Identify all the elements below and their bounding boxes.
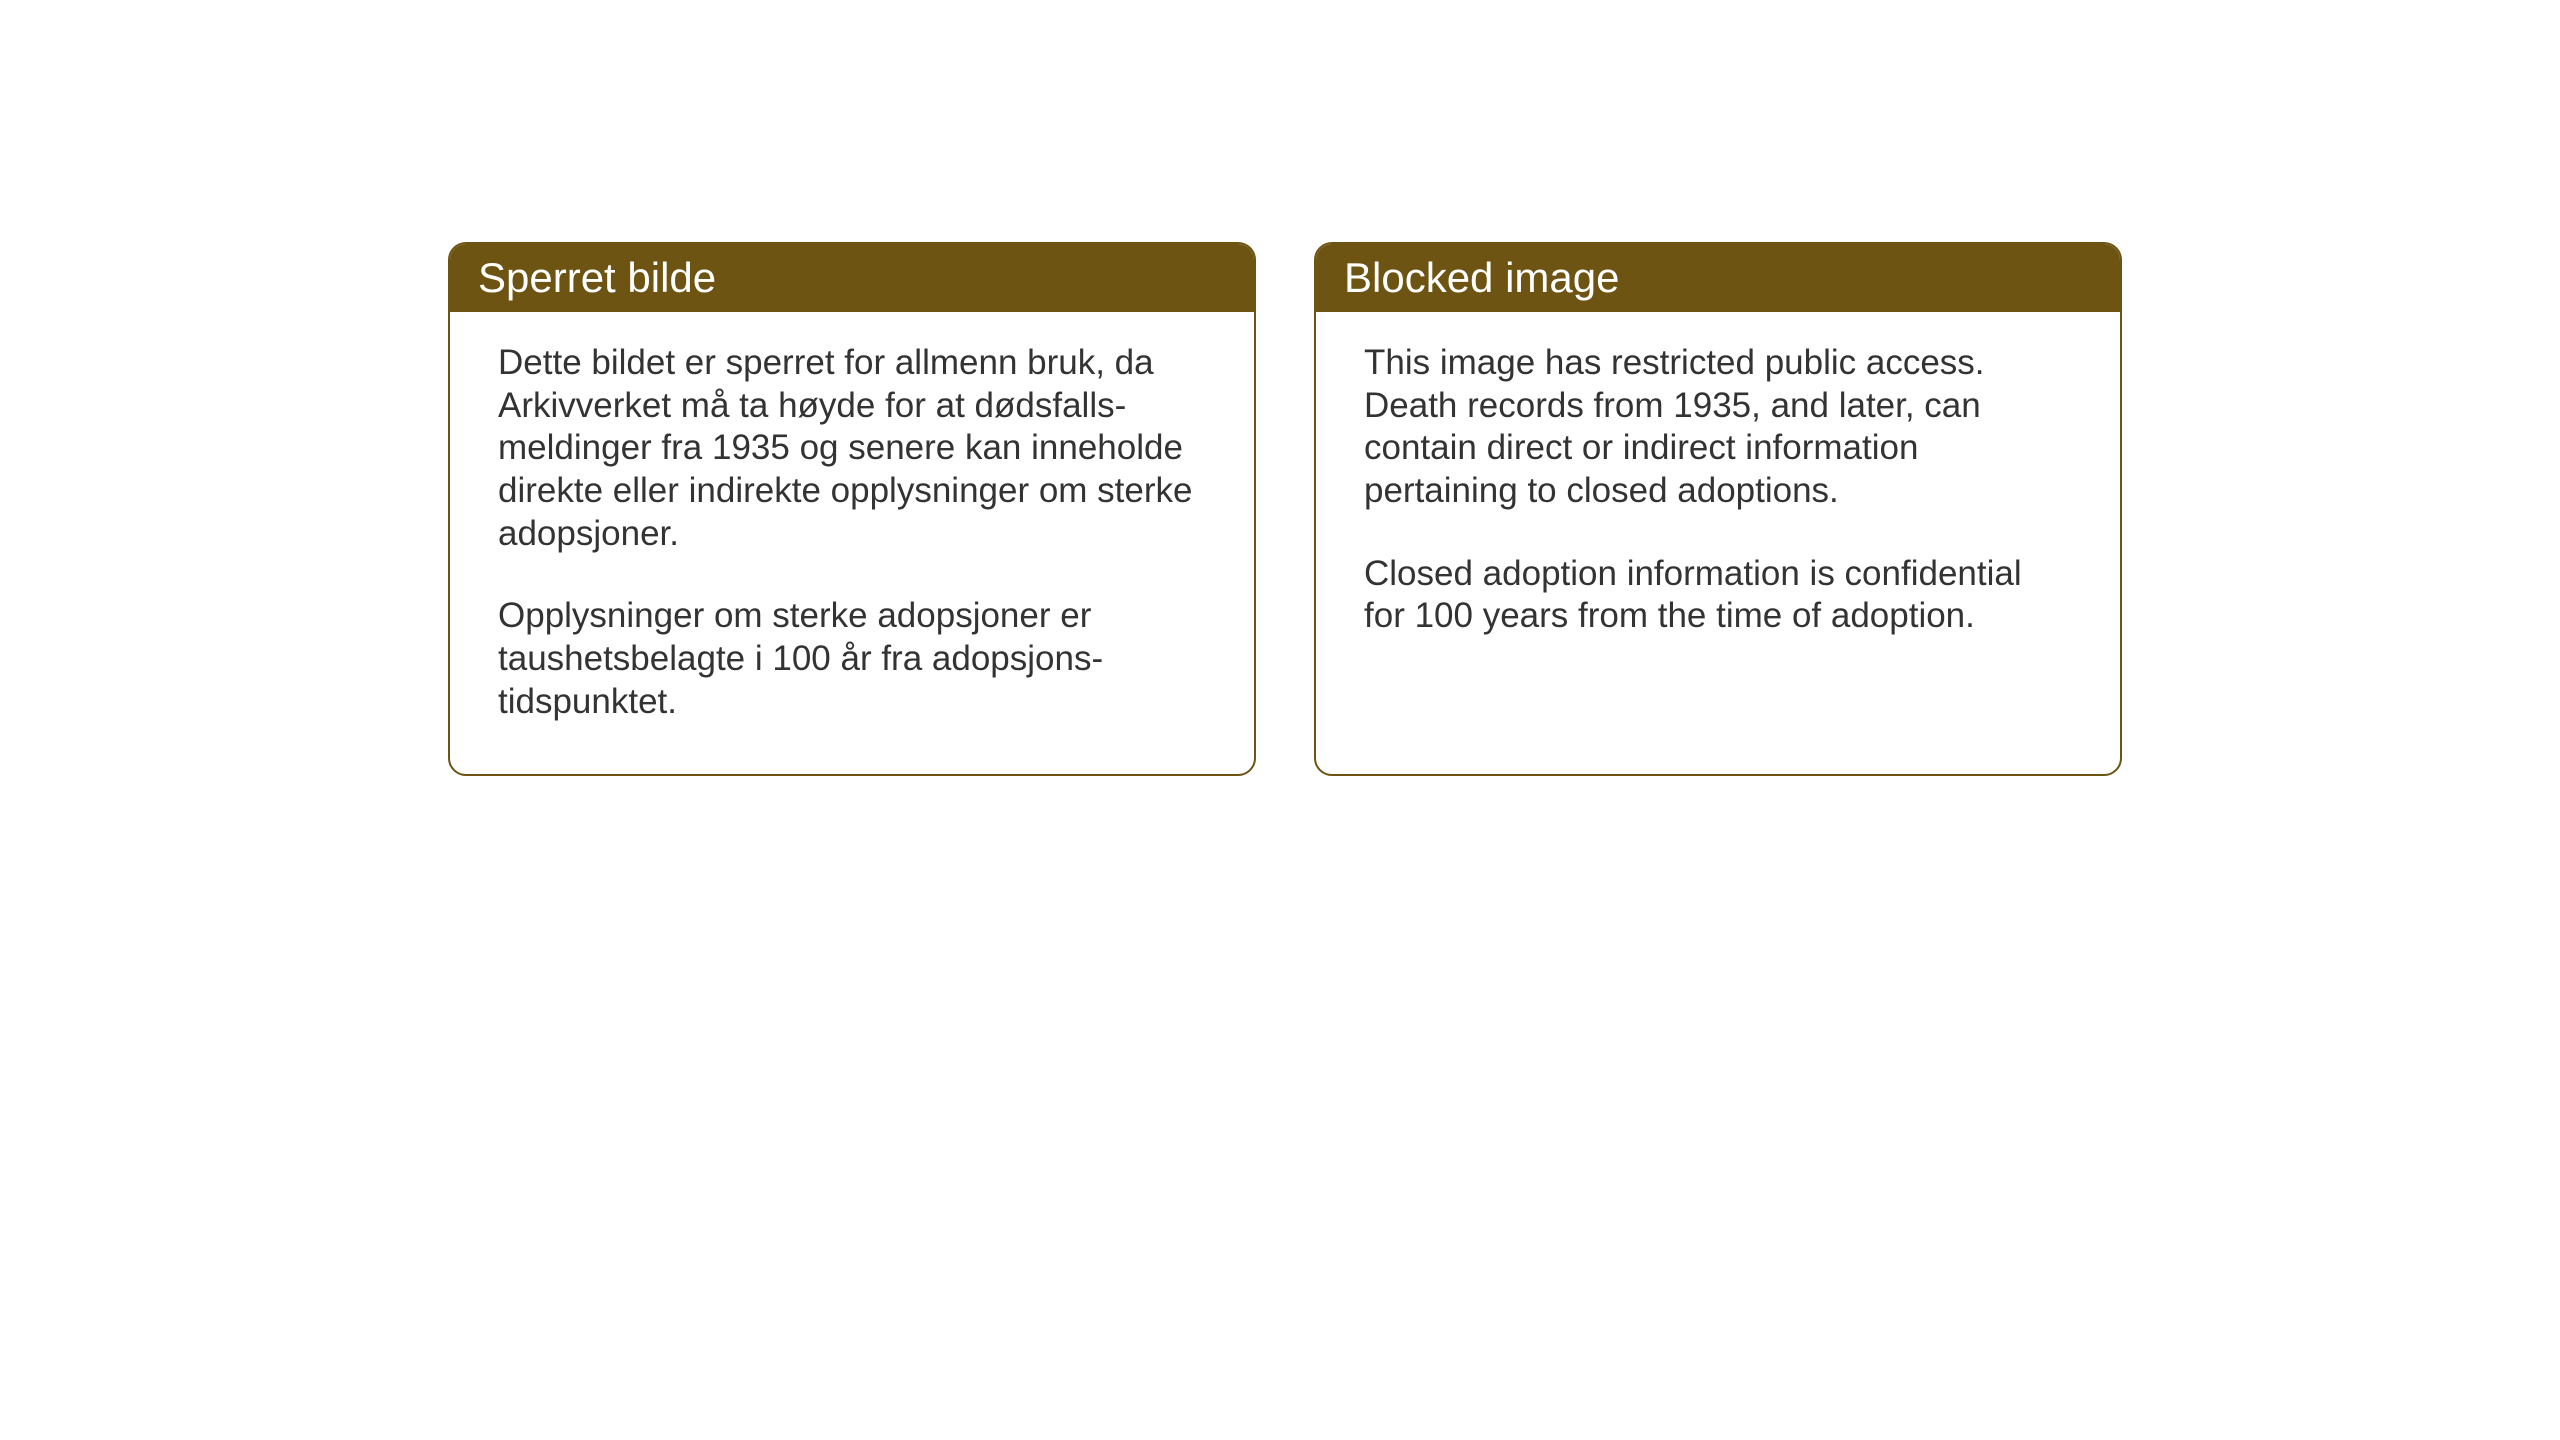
english-card-body: This image has restricted public access.… xyxy=(1316,312,2120,738)
norwegian-paragraph-1: Dette bildet er sperret for allmenn bruk… xyxy=(498,342,1206,555)
norwegian-card-header: Sperret bilde xyxy=(450,244,1254,312)
norwegian-header-text: Sperret bilde xyxy=(478,254,716,301)
english-paragraph-2: Closed adoption information is confident… xyxy=(1364,553,2072,638)
norwegian-paragraph-2: Opplysninger om sterke adopsjoner er tau… xyxy=(498,595,1206,723)
english-notice-card: Blocked image This image has restricted … xyxy=(1314,242,2122,776)
english-card-header: Blocked image xyxy=(1316,244,2120,312)
notice-cards-container: Sperret bilde Dette bildet er sperret fo… xyxy=(448,242,2122,776)
english-paragraph-1: This image has restricted public access.… xyxy=(1364,342,2072,513)
norwegian-card-body: Dette bildet er sperret for allmenn bruk… xyxy=(450,312,1254,774)
norwegian-notice-card: Sperret bilde Dette bildet er sperret fo… xyxy=(448,242,1256,776)
english-header-text: Blocked image xyxy=(1344,254,1619,301)
